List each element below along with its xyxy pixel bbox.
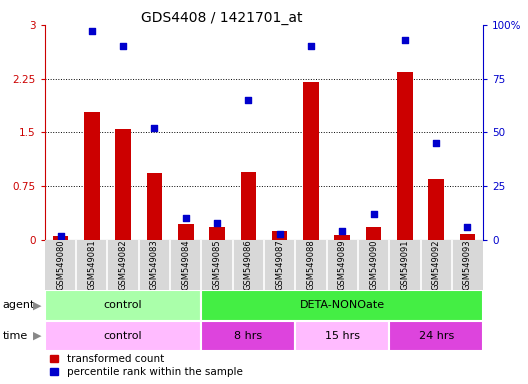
Point	[463, 224, 472, 230]
Bar	[295, 321, 389, 351]
Text: 24 hrs: 24 hrs	[419, 331, 454, 341]
Point	[401, 37, 409, 43]
Bar	[45, 321, 201, 351]
Bar	[84, 113, 100, 240]
Text: agent: agent	[3, 300, 35, 310]
Bar	[389, 321, 483, 351]
Bar	[366, 227, 381, 240]
Point	[88, 28, 96, 35]
Text: GSM549088: GSM549088	[306, 240, 315, 290]
Point	[307, 43, 315, 50]
Text: GSM549080: GSM549080	[56, 240, 65, 290]
Bar	[115, 129, 131, 240]
Text: GDS4408 / 1421701_at: GDS4408 / 1421701_at	[141, 11, 303, 25]
Point	[182, 215, 190, 222]
Bar	[241, 172, 256, 240]
Legend: transformed count, percentile rank within the sample: transformed count, percentile rank withi…	[50, 354, 243, 377]
Bar	[397, 71, 413, 240]
Bar	[53, 237, 68, 240]
Text: GSM549090: GSM549090	[369, 240, 378, 290]
Point	[119, 43, 127, 50]
Text: GSM549091: GSM549091	[400, 240, 409, 290]
Text: GSM549089: GSM549089	[338, 240, 347, 290]
Point	[276, 230, 284, 237]
Text: 15 hrs: 15 hrs	[325, 331, 360, 341]
Text: GSM549092: GSM549092	[432, 240, 441, 290]
Text: GSM549087: GSM549087	[275, 240, 284, 290]
Text: time: time	[3, 331, 28, 341]
Text: ▶: ▶	[33, 300, 42, 310]
Text: control: control	[104, 331, 143, 341]
Bar	[45, 290, 201, 321]
Text: DETA-NONOate: DETA-NONOate	[300, 300, 385, 310]
Point	[213, 220, 221, 226]
Bar	[460, 234, 475, 240]
Point	[432, 140, 440, 146]
Point	[150, 125, 158, 131]
Text: GSM549081: GSM549081	[87, 240, 96, 290]
Text: 8 hrs: 8 hrs	[234, 331, 262, 341]
Text: GSM549093: GSM549093	[463, 240, 472, 290]
Point	[370, 211, 378, 217]
Bar	[201, 321, 295, 351]
Point	[338, 228, 346, 235]
Text: GSM549084: GSM549084	[181, 240, 190, 290]
Text: GSM549082: GSM549082	[119, 240, 128, 290]
Text: GSM549083: GSM549083	[150, 240, 159, 290]
Bar	[209, 227, 225, 240]
Text: GSM549086: GSM549086	[244, 240, 253, 290]
Text: GSM549085: GSM549085	[213, 240, 222, 290]
Bar	[303, 82, 319, 240]
Point	[244, 97, 252, 103]
Text: control: control	[104, 300, 143, 310]
Bar	[178, 224, 194, 240]
Bar	[334, 235, 350, 240]
Bar	[428, 179, 444, 240]
Text: ▶: ▶	[33, 331, 42, 341]
Bar	[147, 173, 162, 240]
Point	[56, 233, 65, 239]
Bar	[272, 232, 287, 240]
Bar	[201, 290, 483, 321]
